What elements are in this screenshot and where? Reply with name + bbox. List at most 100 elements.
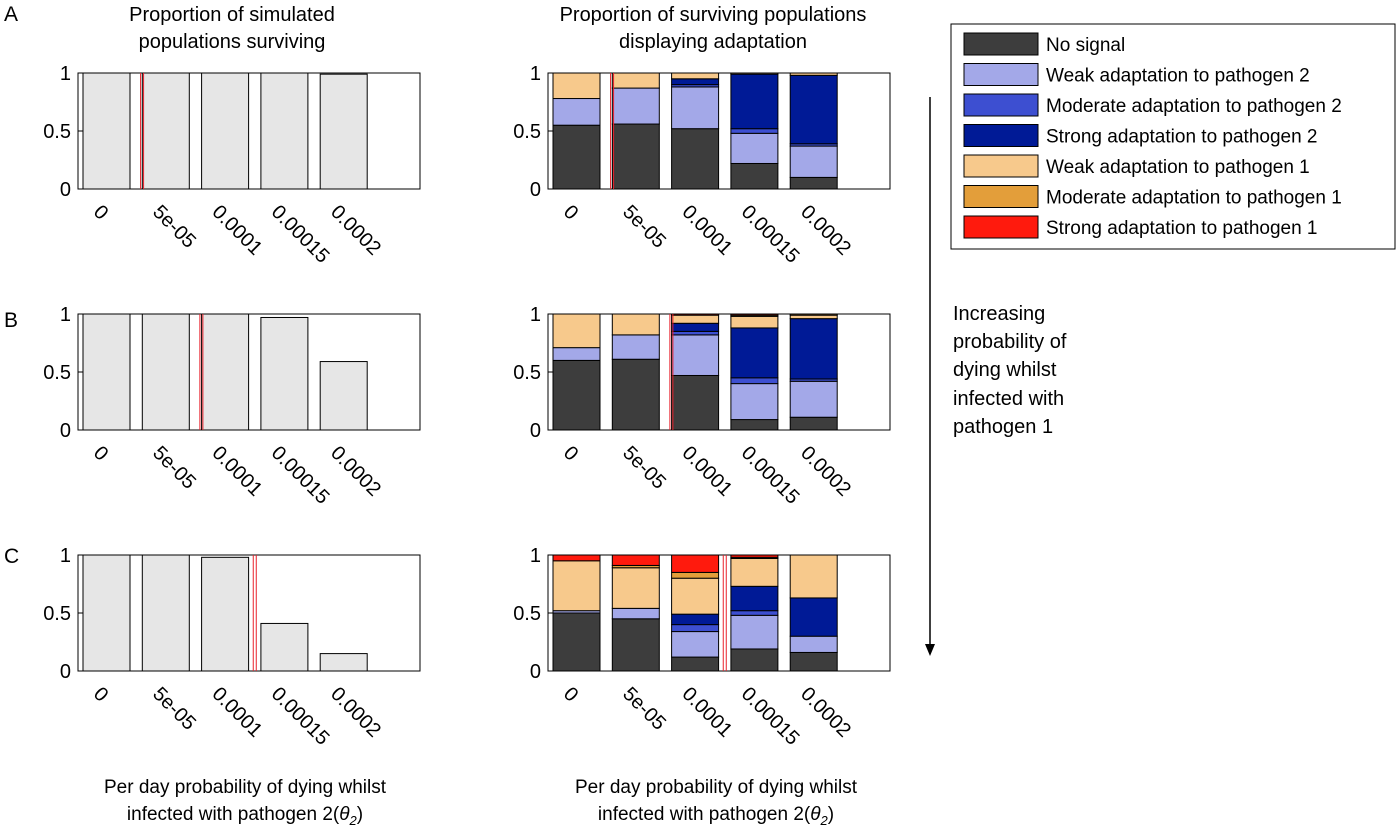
left-title-line-2: populations surviving <box>139 31 326 53</box>
panel-b-segment-weak_p2-2 <box>671 334 720 376</box>
panel-c-survival-bar-2 <box>201 556 250 672</box>
panel-b-survival-xtick-label: 0.0002 <box>326 442 385 501</box>
left-xlabel-theta: θ <box>339 804 350 825</box>
panel-c-segment-weak_p1-4 <box>789 554 838 599</box>
panel-c-adaptation-xtick-label: 0.0002 <box>796 683 855 742</box>
panel-b-segment-no_signal-0 <box>552 359 601 431</box>
left-xlabel-text: infected with pathogen 2( <box>127 804 340 825</box>
panel-b-segment-weak_p1-4 <box>789 314 838 320</box>
panel-b-survival-bar-0 <box>82 313 131 431</box>
right-xlabel-line-1: Per day probability of dying whilst <box>575 777 858 798</box>
panel-c-survival-bar-1 <box>141 554 190 672</box>
panel-a-segment-weak_p1-1 <box>611 72 660 89</box>
panel-b-survival-bar-1 <box>141 313 190 431</box>
right-xlabel-line-2: infected with pathogen 2(θ2) <box>598 804 834 828</box>
panel-b-survival-xtick-label: 5e-05 <box>148 442 200 494</box>
panel-c-segment-strong_p2-3 <box>730 585 779 612</box>
panel-a-adaptation-xtick-label: 0.0001 <box>678 201 737 260</box>
panel-b-adaptation-xtick-label: 0 <box>559 442 582 465</box>
panel-c-survival-bar-4 <box>319 653 368 672</box>
panel-c-segment-moderate_p2-3 <box>730 610 779 616</box>
panel-b-survival-bar-2 <box>201 313 250 431</box>
panel-b-segment-weak_p2-1 <box>611 334 660 360</box>
panel-b-segment-weak_p1-0 <box>552 313 601 349</box>
right-title-line-1: Proportion of surviving populations <box>560 4 867 26</box>
panel-b-survival-bar-3 <box>260 316 309 431</box>
panel-c-survival-ytick-label: 1 <box>60 545 71 567</box>
panel-c-segment-moderate_p1-2 <box>671 571 720 579</box>
left-xlabel-subscript: 2 <box>349 813 358 828</box>
panel-b-segment-moderate_p2-2 <box>671 330 720 336</box>
panel-c-segment-strong_p2-4 <box>789 597 838 637</box>
panel-b-segment-strong_p1-2 <box>671 313 720 316</box>
panel-a-survival-bar-3 <box>260 72 309 190</box>
panel-a-segment-weak_p2-2 <box>671 86 720 130</box>
trend-arrow-head <box>925 644 935 656</box>
panel-c-segment-strong_p2-2 <box>671 613 720 626</box>
left-xlabel-line-1: Per day probability of dying whilst <box>104 777 387 798</box>
panel-b-adaptation-ytick-label: 0.5 <box>513 362 541 384</box>
panel-b-survival-ytick-label: 0 <box>60 420 71 442</box>
panel-c-segment-strong_p1-0 <box>552 554 601 562</box>
panel-c-survival-xtick-label: 0.0002 <box>326 683 385 742</box>
panel-b-segment-weak_p2-0 <box>552 347 601 361</box>
panel-a-survival-bar-0 <box>82 72 131 190</box>
panel-b-segment-no_signal-3 <box>730 419 779 431</box>
panel-a-adaptation-xtick-label: 5e-05 <box>618 201 670 253</box>
panel-a-segment-no_signal-3 <box>730 162 779 190</box>
panel-c-survival-bar-3 <box>260 622 309 672</box>
panel-a-segment-weak_p2-1 <box>611 87 660 125</box>
panel-a-segment-weak_p1-2 <box>671 72 720 80</box>
panel-b-segment-moderate_p2-3 <box>730 377 779 385</box>
panel-a-adaptation-ytick-label: 0.5 <box>513 121 541 143</box>
panel-b-segment-weak_p1-1 <box>611 313 660 336</box>
panel-a-segment-weak_p2-0 <box>552 98 601 126</box>
panel-c-segment-no_signal-4 <box>789 651 838 672</box>
panel-a-survival-ytick-label: 0 <box>60 179 71 201</box>
right-xlabel-theta: θ <box>810 804 821 825</box>
panel-a-survival-bar-4 <box>319 73 368 190</box>
legend-label-strong_p2: Strong adaptation to pathogen 2 <box>1046 127 1318 148</box>
panel-a-segment-strong_p2-3 <box>730 73 779 130</box>
panel-label-a: A <box>4 3 18 26</box>
panel-a-adaptation-xtick-label: 0 <box>559 201 582 224</box>
annotation-line-5: pathogen 1 <box>953 416 1053 438</box>
panel-c-segment-strong_p1-2 <box>671 554 720 573</box>
panel-c-segment-weak_p2-2 <box>671 631 720 658</box>
panel-b-adaptation-xtick-label: 0.00015 <box>737 442 804 509</box>
panel-a-survival-bar-1 <box>141 72 190 190</box>
panel-a-survival-ytick-label: 0.5 <box>43 121 71 143</box>
legend-swatch-no_signal <box>963 32 1039 56</box>
annotation-line-2: probability of <box>953 331 1067 353</box>
right-xlabel-text: infected with pathogen 2( <box>598 804 811 825</box>
panel-a-adaptation-xtick-label: 0.0002 <box>796 201 855 260</box>
panel-c-segment-weak_p2-1 <box>611 607 660 620</box>
panel-b-adaptation-xtick-label: 5e-05 <box>618 442 670 494</box>
annotation-line-4: infected with <box>953 388 1064 410</box>
panel-b-segment-weak_p2-4 <box>789 380 838 418</box>
panel-a-segment-weak_p2-3 <box>730 132 779 164</box>
panel-b-segment-weak_p1-2 <box>671 314 720 324</box>
panel-a-segment-weak_p1-0 <box>552 72 601 100</box>
panel-b-adaptation-ytick-label: 0 <box>530 420 541 442</box>
panel-a-survival-xtick-label: 0.0002 <box>326 201 385 260</box>
panel-c-survival-xtick-label: 0.00015 <box>267 683 334 750</box>
panel-label-c: C <box>4 545 19 568</box>
panel-c-segment-weak_p1-1 <box>611 567 660 609</box>
legend-label-moderate_p1: Moderate adaptation to pathogen 1 <box>1046 188 1342 209</box>
panel-a-survival-xtick-label: 5e-05 <box>148 201 200 253</box>
panel-c-segment-weak_p2-3 <box>730 614 779 650</box>
right-title-line-2: displaying adaptation <box>619 31 807 53</box>
panel-c-segment-strong_p1-3 <box>730 554 779 558</box>
panel-a-segment-strong_p2-4 <box>789 74 838 145</box>
right-xlabel-subscript: 2 <box>820 813 829 828</box>
panel-a-segment-no_signal-2 <box>671 128 720 190</box>
panel-c-adaptation-xtick-label: 5e-05 <box>618 683 670 735</box>
panel-c-adaptation-ytick-label: 0.5 <box>513 603 541 625</box>
legend: No signal Weak adaptation to pathogen 2 Mo… <box>950 23 1396 250</box>
